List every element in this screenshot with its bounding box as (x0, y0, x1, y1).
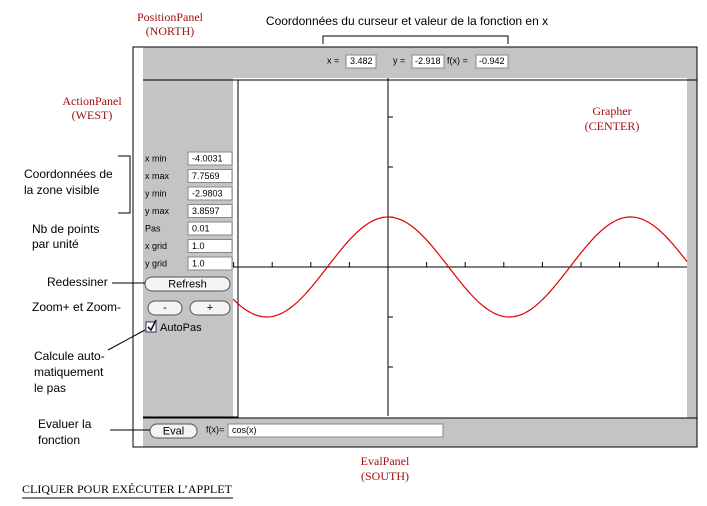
field-box[interactable] (187, 221, 233, 236)
field-label: y grid (145, 258, 167, 268)
annotation: fonction (38, 433, 80, 447)
annotation: le pas (34, 381, 66, 395)
annotation: EvalPanel (361, 454, 410, 468)
y-value: -2.918 (415, 56, 441, 66)
refresh-button[interactable] (144, 276, 231, 292)
field-box[interactable] (187, 256, 233, 271)
eval-button[interactable] (149, 423, 198, 439)
footer-link[interactable]: CLIQUER POUR EXÉCUTER L’APPLET (22, 482, 233, 496)
function-curve (232, 216, 688, 318)
annotation: Calcule auto- (34, 349, 105, 363)
field-box[interactable] (187, 186, 233, 201)
x-value: 3.482 (350, 56, 373, 66)
left-margin (133, 47, 143, 447)
field-label: Pas (145, 223, 161, 233)
field-value: 0.01 (192, 223, 210, 233)
annotation: ActionPanel (62, 94, 122, 108)
field-value: 3.8597 (192, 206, 220, 216)
annotation: (CENTER) (585, 119, 640, 133)
autopas-checkbox[interactable] (145, 321, 157, 333)
fx-input-label: f(x)= (206, 424, 224, 434)
annotation: (NORTH) (146, 24, 195, 38)
bracket (118, 155, 131, 214)
annotation: (SOUTH) (361, 469, 409, 483)
field-value: 7.7569 (192, 171, 220, 181)
field-label: y min (145, 188, 167, 198)
field-value: -4.0031 (192, 153, 223, 163)
field-value: 1.0 (192, 258, 205, 268)
zoom-in-button[interactable] (189, 300, 231, 316)
field-box[interactable] (187, 169, 233, 183)
zoom-in-label: + (207, 302, 213, 314)
check-mark (147, 319, 157, 332)
annotation: Coordonnées du curseur et valeur de la f… (266, 14, 548, 28)
expression-field[interactable] (227, 423, 444, 438)
x-label: x = (327, 55, 339, 65)
fx-field (475, 54, 509, 69)
annotation: Grapher (592, 104, 631, 118)
autopas-label: AutoPas (160, 322, 202, 334)
annotation: Nb de points (32, 222, 99, 236)
field-value: -2.9803 (192, 188, 223, 198)
annotation: la zone visible (24, 183, 100, 197)
applet-border (132, 46, 698, 448)
refresh-label: Refresh (168, 278, 207, 290)
annotation: par unité (32, 237, 79, 251)
zoom-out-button[interactable] (147, 300, 183, 316)
annotation: Zoom+ et Zoom- (32, 300, 121, 314)
annotation: (WEST) (72, 108, 113, 122)
fx-value: -0.942 (479, 56, 505, 66)
bracket (322, 35, 509, 44)
field-label: x min (145, 153, 167, 163)
annotation: Evaluer la (38, 417, 92, 431)
field-box[interactable] (187, 204, 233, 218)
field-label: x grid (145, 241, 167, 251)
fx-label: f(x) = (447, 55, 468, 65)
y-field (411, 54, 445, 69)
zoom-out-label: - (163, 302, 167, 314)
field-value: 1.0 (192, 241, 205, 251)
x-field (345, 54, 377, 69)
expression: cos(x) (232, 425, 257, 435)
annotation: matiquement (34, 365, 104, 379)
y-label: y = (393, 55, 405, 65)
annotation: Coordonnées de (24, 167, 113, 181)
annotation: PositionPanel (137, 10, 204, 24)
field-label: x max (145, 171, 170, 181)
field-box[interactable] (187, 151, 233, 166)
annotation: Redessiner (47, 275, 108, 289)
graph-area (233, 78, 687, 418)
field-box[interactable] (187, 239, 233, 253)
pointer-line (107, 329, 146, 351)
field-label: y max (145, 206, 170, 216)
eval-label: Eval (163, 425, 184, 437)
